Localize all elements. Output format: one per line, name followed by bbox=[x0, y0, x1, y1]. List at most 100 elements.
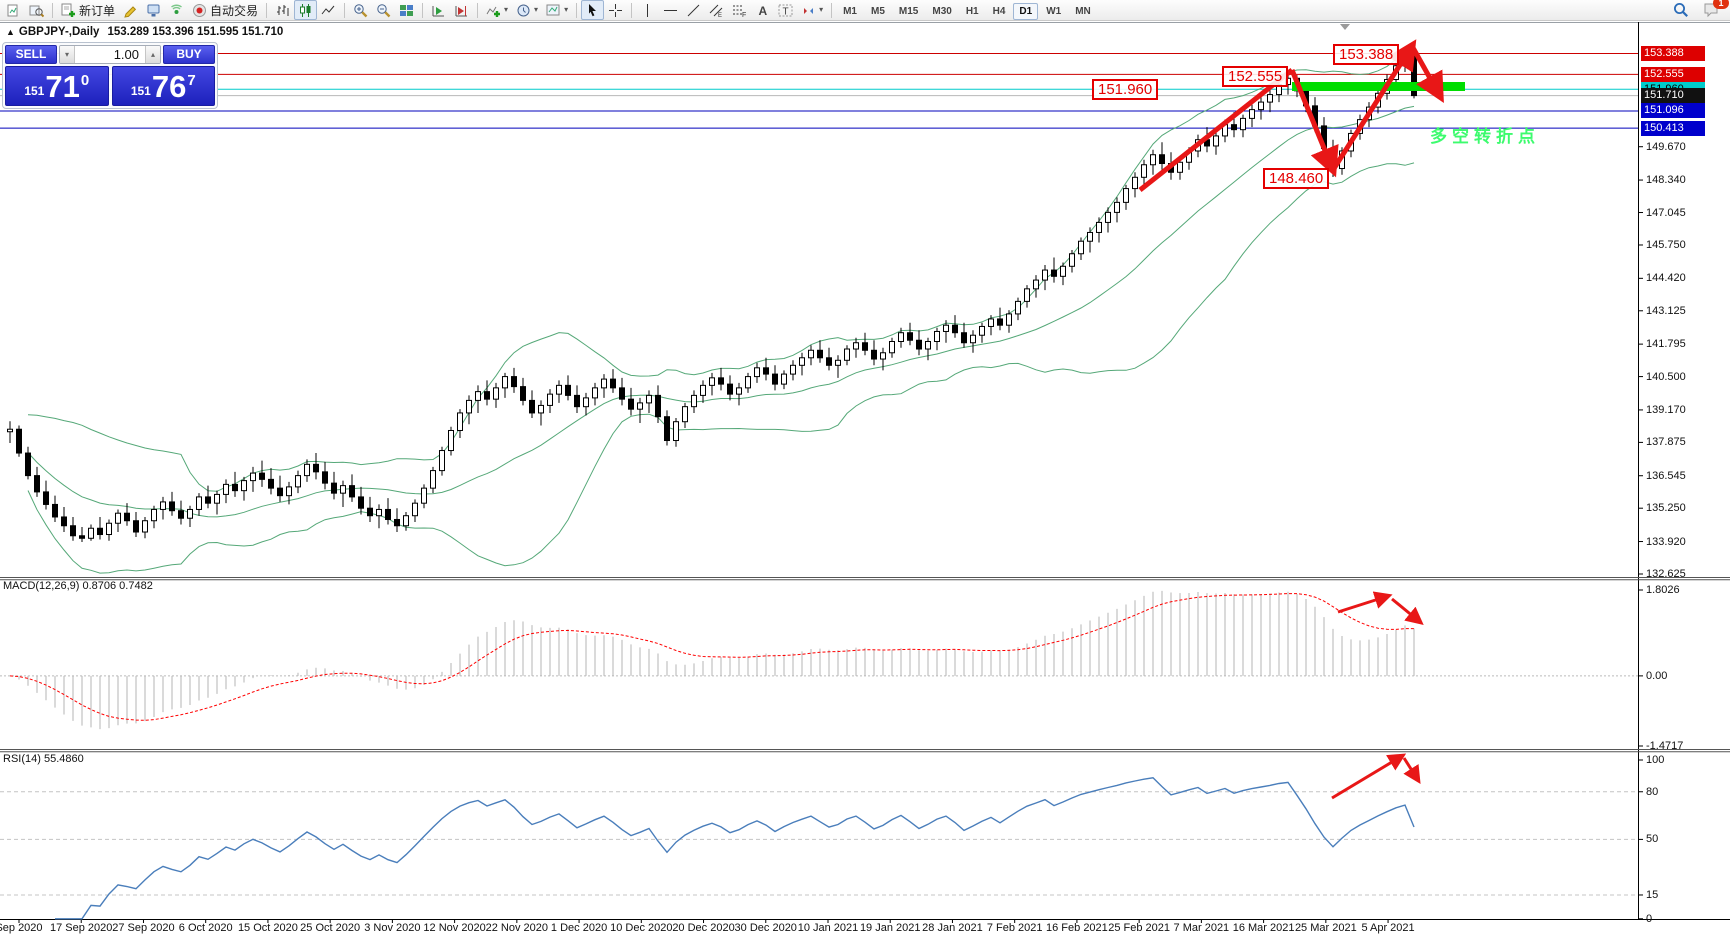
price-tick-label: 140.500 bbox=[1646, 370, 1686, 383]
timeframe-MN[interactable]: MN bbox=[1075, 6, 1091, 17]
price-annotation-label[interactable]: 153.388 bbox=[1333, 44, 1400, 65]
price-level-tag: 150.413 bbox=[1641, 120, 1705, 136]
text-label-button[interactable]: T bbox=[774, 0, 797, 20]
autotrading-button[interactable]: 自动交易 bbox=[188, 0, 262, 20]
volume-increase-button[interactable]: ▴ bbox=[145, 46, 160, 63]
date-label[interactable]: 17 Sep 2020 bbox=[50, 922, 113, 934]
price-tick-label: 136.545 bbox=[1646, 469, 1686, 482]
timeframe-M15[interactable]: M15 bbox=[898, 6, 919, 17]
price-tick-label: 141.795 bbox=[1646, 338, 1686, 351]
price-tick-label: 145.750 bbox=[1646, 238, 1686, 251]
new-order-button[interactable]: 新订单 bbox=[57, 0, 119, 20]
bollinger-lower bbox=[27, 162, 1415, 574]
date-label[interactable]: 30 Dec 2020 bbox=[734, 922, 797, 934]
date-label[interactable]: 7 Feb 2021 bbox=[986, 922, 1043, 934]
date-label[interactable]: 16 Mar 2021 bbox=[1232, 922, 1295, 934]
date-label[interactable]: 25 Mar 2021 bbox=[1294, 922, 1357, 934]
equidistant-channel-button[interactable]: E bbox=[705, 0, 728, 20]
rsi-tick-label: 50 bbox=[1646, 833, 1659, 846]
date-label[interactable]: 22 Nov 2020 bbox=[485, 922, 549, 934]
collapse-triangle-icon[interactable]: ▲ bbox=[6, 27, 15, 37]
timeframe-M5[interactable]: M5 bbox=[871, 6, 885, 17]
timeframe-H1[interactable]: H1 bbox=[965, 6, 979, 17]
date-label[interactable]: 1 Dec 2020 bbox=[550, 922, 608, 934]
timeframe-H4[interactable]: H4 bbox=[992, 6, 1006, 17]
timeframe-D1[interactable]: D1 bbox=[1013, 3, 1039, 20]
signals-button[interactable] bbox=[165, 0, 188, 20]
buy-price-main: 76 bbox=[151, 69, 187, 104]
price-annotation-label[interactable]: 152.555 bbox=[1222, 66, 1289, 87]
price-annotation-label[interactable]: 148.460 bbox=[1263, 168, 1330, 189]
cursor-button[interactable] bbox=[581, 0, 605, 20]
buy-price[interactable]: 151 76 7 bbox=[111, 66, 215, 106]
rsi-tick-label: 0 bbox=[1646, 912, 1653, 925]
date-label[interactable]: 19 Jan 2021 bbox=[859, 922, 921, 934]
candlestick-chart-button[interactable] bbox=[294, 0, 318, 20]
rsi-tick-label: 80 bbox=[1646, 785, 1659, 798]
volume-input[interactable]: 1.00 bbox=[113, 47, 139, 62]
macd-tick-label: 1.8026 bbox=[1646, 584, 1680, 596]
date-label[interactable]: 3 Nov 2020 bbox=[364, 922, 421, 934]
crosshair-button[interactable] bbox=[604, 0, 627, 20]
date-label[interactable]: 10 Jan 2021 bbox=[797, 922, 859, 934]
date-label[interactable]: 15 Oct 2020 bbox=[237, 922, 298, 934]
ohlc-values: 153.289 153.396 151.595 151.710 bbox=[107, 26, 284, 38]
bar-chart-button[interactable] bbox=[271, 0, 294, 20]
red-trend-arrow bbox=[1138, 68, 1294, 192]
metaeditor-button[interactable] bbox=[119, 0, 142, 20]
red-trend-arrow bbox=[1330, 39, 1417, 172]
chat-button[interactable]: 1 bbox=[1699, 0, 1729, 20]
date-label[interactable]: 25 Oct 2020 bbox=[300, 922, 361, 934]
chart-shift-button[interactable] bbox=[450, 0, 473, 20]
drawn-annotations[interactable] bbox=[1138, 39, 1465, 800]
price-tick-label: 143.125 bbox=[1646, 304, 1686, 317]
svg-text:T: T bbox=[783, 6, 789, 17]
trendline-button[interactable] bbox=[682, 0, 705, 20]
periods-button[interactable]: ▾ bbox=[512, 0, 542, 20]
indicators-add-button[interactable]: ▾ bbox=[482, 0, 512, 20]
buy-button[interactable]: BUY bbox=[163, 45, 215, 64]
price-level-tag: 152.555 bbox=[1641, 66, 1705, 82]
date-label[interactable]: 27 Sep 2020 bbox=[112, 922, 175, 934]
sell-price[interactable]: 151 71 0 bbox=[5, 66, 109, 106]
zoom-out-button[interactable] bbox=[372, 0, 395, 20]
date-label[interactable]: 7 Mar 2021 bbox=[1173, 922, 1230, 934]
new-chart-button[interactable] bbox=[2, 0, 25, 20]
templates-button[interactable]: ▾ bbox=[542, 0, 572, 20]
date-label[interactable]: 6 Oct 2020 bbox=[178, 922, 233, 934]
tile-windows-button[interactable] bbox=[395, 0, 418, 20]
timeframe-M1[interactable]: M1 bbox=[843, 6, 857, 17]
terminal-button[interactable] bbox=[142, 0, 165, 20]
toolbar-separator bbox=[477, 2, 479, 18]
chinese-note-annotation[interactable]: 多空转折点 bbox=[1430, 127, 1540, 146]
line-chart-button[interactable] bbox=[317, 0, 340, 20]
date-label[interactable]: 25 Feb 2021 bbox=[1108, 922, 1171, 934]
date-label[interactable]: 28 Jan 2021 bbox=[922, 922, 983, 934]
auto-scroll-button[interactable] bbox=[427, 0, 450, 20]
vertical-line-button[interactable] bbox=[636, 0, 659, 20]
rsi-tick-label: 100 bbox=[1646, 754, 1665, 766]
horizontal-line-button[interactable] bbox=[659, 0, 682, 20]
date-label[interactable]: 12 Nov 2020 bbox=[423, 922, 486, 934]
date-label[interactable]: Sep 2020 bbox=[0, 922, 43, 934]
arrows-tool-button[interactable]: ▾ bbox=[797, 0, 827, 20]
search-icon[interactable] bbox=[1669, 0, 1693, 20]
timeframe-W1[interactable]: W1 bbox=[1046, 6, 1062, 17]
date-label[interactable]: 16 Feb 2021 bbox=[1046, 922, 1108, 934]
chart-profiles-button[interactable] bbox=[25, 0, 48, 20]
price-annotation-label[interactable]: 151.960 bbox=[1092, 79, 1159, 100]
date-label[interactable]: 10 Dec 2020 bbox=[610, 922, 673, 934]
sell-button[interactable]: SELL bbox=[5, 45, 57, 64]
text-button[interactable]: A bbox=[751, 0, 774, 20]
fibonacci-button[interactable]: F bbox=[728, 0, 751, 20]
date-label[interactable]: 20 Dec 2020 bbox=[672, 922, 735, 934]
zoom-in-button[interactable] bbox=[349, 0, 372, 20]
price-tick-label: 133.920 bbox=[1646, 535, 1686, 548]
date-label[interactable]: 5 Apr 2021 bbox=[1361, 922, 1415, 934]
timeframe-M30[interactable]: M30 bbox=[932, 6, 952, 17]
buy-price-prefix: 151 bbox=[130, 84, 151, 98]
chart-shift-marker[interactable] bbox=[1340, 24, 1350, 30]
volume-decrease-button[interactable]: ▾ bbox=[60, 46, 75, 63]
one-click-trade-panel: SELL ▾ 1.00 ▴ BUY 151 71 0 151 76 7 bbox=[2, 42, 218, 109]
